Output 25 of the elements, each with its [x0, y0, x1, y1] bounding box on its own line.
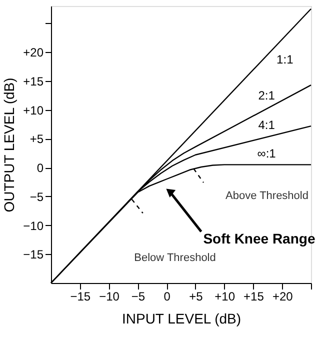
y-tick-label: +5 [30, 132, 44, 146]
y-tick-label: +10 [23, 103, 44, 118]
x-tick-label: 0 [164, 290, 171, 304]
x-tick-label: +5 [189, 290, 204, 304]
annotation: Soft Knee Range [203, 230, 316, 247]
series-label: 4:1 [258, 118, 276, 132]
y-tick-label: −15 [23, 248, 44, 262]
y-axis-title: OUTPUT LEVEL (dB) [1, 78, 18, 212]
y-tick-label: +15 [23, 74, 44, 89]
x-tick-label: +20 [272, 290, 294, 304]
annotation: Above Threshold [226, 190, 308, 202]
series-label: 1:1 [276, 52, 294, 67]
series-label: ∞:1 [257, 146, 276, 161]
x-tick-label: +10 [214, 290, 236, 304]
annotation: Below Threshold [134, 252, 216, 264]
x-axis-title: INPUT LEVEL (dB) [122, 310, 242, 326]
y-tick-label: 0 [36, 161, 44, 176]
x-tick-label: −15 [70, 290, 91, 304]
x-tick-label: +15 [244, 290, 264, 304]
series-label: 2:1 [258, 88, 276, 103]
y-tick-label: −5 [30, 190, 44, 204]
x-tick-label: −5 [131, 290, 146, 304]
x-tick-label: −10 [99, 290, 120, 304]
y-tick-label: +20 [23, 46, 44, 60]
y-tick-label: −10 [23, 218, 44, 233]
